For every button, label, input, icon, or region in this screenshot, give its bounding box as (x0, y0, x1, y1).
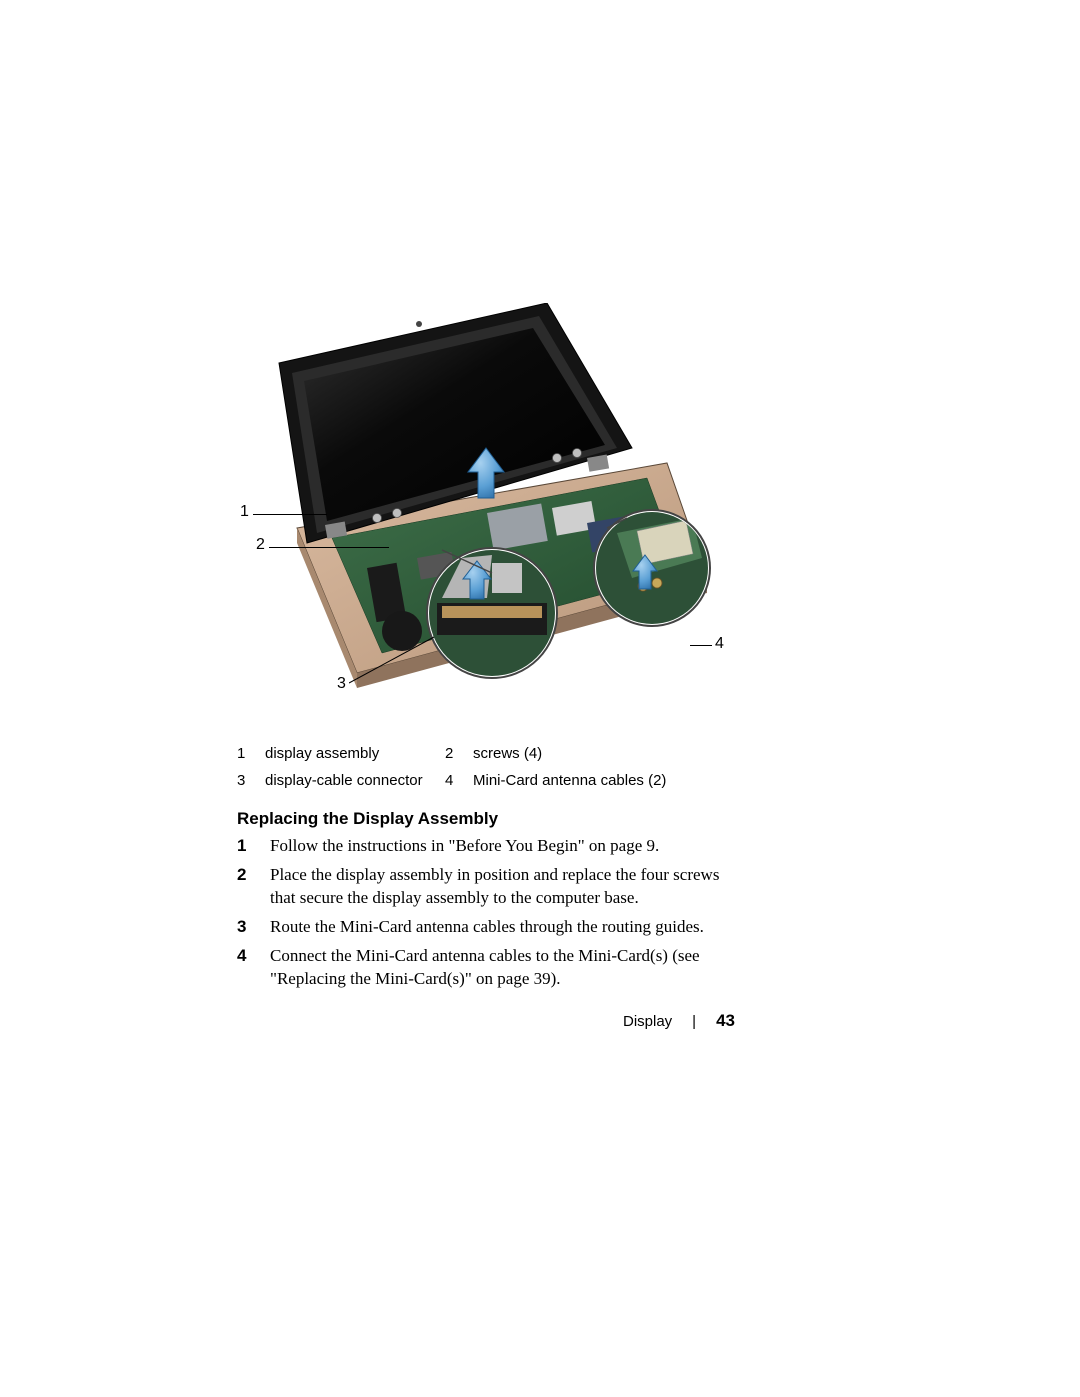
callout-4: 4 (715, 635, 724, 653)
callout-3: 3 (337, 675, 346, 693)
step-text: Place the display assembly in position a… (270, 864, 737, 910)
step-text: Follow the instructions in "Before You B… (270, 835, 737, 858)
legend-num: 2 (445, 745, 473, 762)
step-item: 4 Connect the Mini-Card antenna cables t… (237, 945, 737, 991)
section-heading: Replacing the Display Assembly (237, 809, 498, 829)
page: 1 2 3 4 1 display assembly 2 screws (4) … (0, 0, 1080, 1397)
footer-page-number: 43 (716, 1011, 735, 1031)
legend-table: 1 display assembly 2 screws (4) 3 displa… (237, 745, 666, 799)
step-text: Route the Mini-Card antenna cables throu… (270, 916, 737, 939)
step-text: Connect the Mini-Card antenna cables to … (270, 945, 737, 991)
step-item: 1 Follow the instructions in "Before You… (237, 835, 737, 858)
page-footer: Display | 43 (0, 1011, 1080, 1031)
callout-2-line (269, 547, 389, 548)
laptop-diagram-svg (237, 303, 737, 698)
callout-1-line (253, 514, 327, 515)
callout-2: 2 (256, 536, 265, 554)
legend-row: 3 display-cable connector 4 Mini-Card an… (237, 772, 666, 789)
legend-num: 3 (237, 772, 265, 789)
callout-4-line (690, 645, 712, 646)
step-number: 2 (237, 864, 270, 910)
step-item: 3 Route the Mini-Card antenna cables thr… (237, 916, 737, 939)
step-number: 4 (237, 945, 270, 991)
legend-text: Mini-Card antenna cables (2) (473, 772, 666, 789)
legend-text: display-cable connector (265, 772, 445, 789)
step-number: 3 (237, 916, 270, 939)
diagram-figure (237, 303, 737, 698)
footer-section-name: Display (623, 1013, 672, 1030)
callout-1: 1 (240, 503, 249, 521)
legend-text: display assembly (265, 745, 445, 762)
legend-row: 1 display assembly 2 screws (4) (237, 745, 666, 762)
steps-list: 1 Follow the instructions in "Before You… (237, 835, 737, 997)
legend-num: 4 (445, 772, 473, 789)
legend-text: screws (4) (473, 745, 542, 762)
legend-num: 1 (237, 745, 265, 762)
step-item: 2 Place the display assembly in position… (237, 864, 737, 910)
step-number: 1 (237, 835, 270, 858)
footer-separator: | (692, 1013, 696, 1030)
